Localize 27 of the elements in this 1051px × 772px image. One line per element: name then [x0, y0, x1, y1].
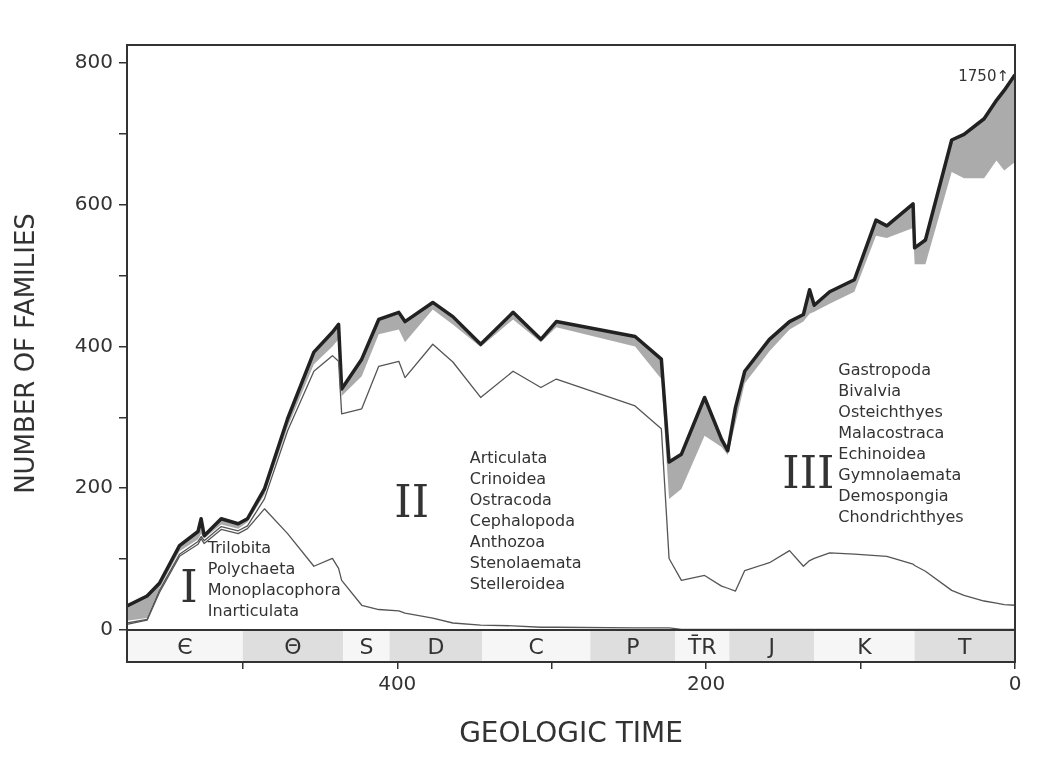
band-label: C: [528, 633, 544, 659]
band-label: Є: [177, 633, 193, 659]
x-tick-label: 0: [1008, 671, 1022, 696]
annotation: III: [782, 447, 835, 499]
annotation: Trilobita Polychaeta Monoplacophora Inarticulata: [206, 538, 341, 621]
annotation: Articulata Crinoidea Ostracoda Cephalopoda Anthozoa Stenolaemata Stelleroidea: [469, 448, 582, 594]
x-tick-label: 400: [378, 671, 417, 696]
x-tick-label: 200: [687, 671, 726, 696]
y-tick-label: 0: [100, 616, 113, 641]
y-axis-title: NUMBER OF FAMILIES: [10, 213, 41, 494]
band-label: J: [766, 633, 776, 659]
x-axis-title: GEOLOGIC TIME: [459, 716, 683, 750]
annotation: I: [180, 561, 198, 613]
band-label: D: [427, 633, 445, 659]
band-label: P: [626, 633, 640, 659]
annotation: II: [394, 475, 430, 527]
band-label: Θ: [284, 633, 302, 659]
y-tick-label: 400: [74, 332, 113, 357]
y-tick-label: 800: [74, 48, 113, 73]
annotation: 1750↑: [958, 66, 1010, 85]
y-tick-label: 200: [74, 474, 113, 499]
y-tick-label: 600: [74, 190, 113, 215]
band-label: T̄R: [686, 633, 717, 659]
annotation: Gastropoda Bivalvia Osteichthyes Malacostraca Echinoidea Gymnolaemata Demospongia Chondrichthyes: [838, 359, 964, 526]
band-label: S: [359, 633, 374, 659]
band-label: T: [957, 633, 973, 659]
band-label: K: [857, 633, 873, 659]
